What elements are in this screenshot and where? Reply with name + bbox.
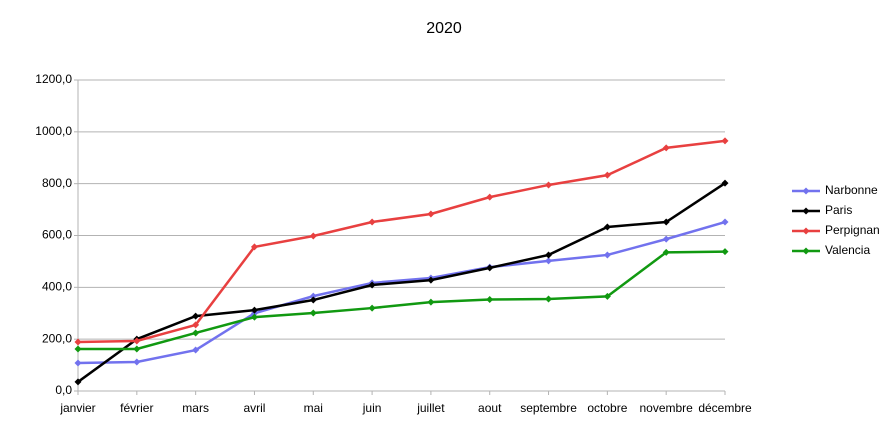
marker (427, 276, 435, 284)
marker (427, 298, 435, 306)
y-tick-label: 0,0 (55, 383, 72, 397)
marker (74, 378, 82, 386)
legend-marker (802, 247, 810, 255)
marker (250, 243, 258, 251)
marker (309, 296, 317, 304)
marker (250, 306, 258, 314)
marker (721, 218, 729, 226)
legend-marker (802, 207, 810, 215)
marker (192, 346, 200, 354)
marker (545, 181, 553, 189)
x-tick-label: septembre (520, 401, 577, 415)
marker (545, 257, 553, 265)
marker (192, 321, 200, 329)
marker (368, 281, 376, 289)
legend-label: Narbonne (825, 183, 878, 197)
marker (250, 313, 258, 321)
marker (133, 345, 141, 353)
x-tick-label: mai (304, 401, 323, 415)
marker (662, 218, 670, 226)
marker (133, 337, 141, 345)
marker (721, 248, 729, 256)
marker (74, 338, 82, 346)
marker (192, 312, 200, 320)
marker (309, 232, 317, 240)
y-tick-label: 800,0 (42, 176, 72, 190)
y-tick-label: 1200,0 (35, 72, 72, 86)
marker (662, 144, 670, 152)
marker (74, 359, 82, 367)
x-tick-label: février (120, 401, 153, 415)
marker (486, 193, 494, 201)
marker (368, 304, 376, 312)
marker (662, 235, 670, 243)
marker (721, 179, 729, 187)
series-line (78, 250, 726, 351)
marker (486, 264, 494, 272)
x-tick-label: décembre (698, 401, 752, 415)
marker (74, 345, 82, 353)
marker (545, 295, 553, 303)
x-tick-label: novembre (639, 401, 693, 415)
x-tick-label: avril (243, 401, 265, 415)
marker (427, 210, 435, 218)
chart-title: 2020 (426, 20, 462, 37)
legend-label: Paris (825, 203, 852, 217)
marker (368, 218, 376, 226)
x-tick-label: juillet (416, 401, 445, 415)
y-tick-label: 400,0 (42, 280, 72, 294)
marker (721, 137, 729, 145)
y-tick-label: 1000,0 (35, 124, 72, 138)
y-tick-label: 200,0 (42, 331, 72, 345)
x-tick-label: mars (182, 401, 209, 415)
x-tick-label: juin (362, 401, 382, 415)
legend-label: Valencia (825, 243, 870, 257)
y-tick-label: 600,0 (42, 228, 72, 242)
legend-label: Perpignan (825, 223, 880, 237)
marker (603, 292, 611, 300)
legend-marker (802, 187, 810, 195)
marker (545, 251, 553, 259)
marker (309, 309, 317, 317)
marker (603, 251, 611, 259)
x-tick-label: janvier (59, 401, 95, 415)
x-tick-label: octobre (587, 401, 627, 415)
marker (192, 329, 200, 337)
marker (662, 248, 670, 256)
series-line (77, 182, 726, 383)
marker (486, 296, 494, 304)
series-line (77, 220, 726, 365)
marker (603, 171, 611, 179)
legend-marker (802, 227, 810, 235)
marker (603, 223, 611, 231)
marker (133, 358, 141, 366)
marker (309, 292, 317, 300)
series-line (77, 139, 726, 344)
x-tick-label: aout (478, 401, 502, 415)
